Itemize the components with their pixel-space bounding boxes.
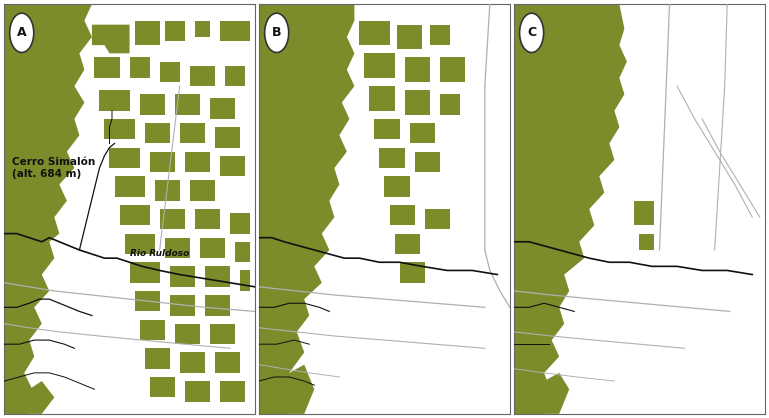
Polygon shape <box>150 152 175 172</box>
Polygon shape <box>514 373 569 414</box>
Polygon shape <box>160 61 180 82</box>
Polygon shape <box>210 324 235 344</box>
Polygon shape <box>119 205 150 225</box>
Polygon shape <box>215 127 240 148</box>
Polygon shape <box>359 20 390 45</box>
Polygon shape <box>140 94 165 115</box>
Text: B: B <box>272 26 281 39</box>
Polygon shape <box>175 324 200 344</box>
Polygon shape <box>369 86 394 111</box>
Polygon shape <box>397 25 422 49</box>
Polygon shape <box>404 90 430 115</box>
Polygon shape <box>185 152 210 172</box>
Polygon shape <box>390 205 414 225</box>
Polygon shape <box>95 57 119 78</box>
Polygon shape <box>135 291 160 311</box>
Polygon shape <box>170 266 195 287</box>
Polygon shape <box>440 57 464 82</box>
Polygon shape <box>170 295 195 316</box>
Polygon shape <box>430 25 450 45</box>
Polygon shape <box>165 238 190 258</box>
Polygon shape <box>220 20 250 41</box>
Polygon shape <box>220 156 245 176</box>
Polygon shape <box>379 148 404 168</box>
Polygon shape <box>140 320 165 340</box>
Polygon shape <box>235 242 250 262</box>
Polygon shape <box>384 176 410 197</box>
Polygon shape <box>145 123 170 143</box>
Polygon shape <box>129 57 150 78</box>
Polygon shape <box>129 262 160 283</box>
Polygon shape <box>145 348 170 369</box>
Polygon shape <box>125 234 155 254</box>
Polygon shape <box>190 66 215 86</box>
Polygon shape <box>150 377 175 398</box>
Polygon shape <box>195 20 210 37</box>
Polygon shape <box>190 180 215 201</box>
Text: Cerro Simalón
(alt. 684 m): Cerro Simalón (alt. 684 m) <box>12 157 95 179</box>
Polygon shape <box>404 57 430 82</box>
Polygon shape <box>165 20 185 41</box>
Polygon shape <box>640 234 654 250</box>
Polygon shape <box>205 266 230 287</box>
Polygon shape <box>160 209 185 229</box>
Polygon shape <box>240 270 250 291</box>
Polygon shape <box>634 201 654 225</box>
Polygon shape <box>195 209 220 229</box>
Polygon shape <box>4 381 55 414</box>
Polygon shape <box>185 381 210 402</box>
Polygon shape <box>205 295 230 316</box>
Polygon shape <box>514 4 627 414</box>
Polygon shape <box>175 94 200 115</box>
Polygon shape <box>440 94 460 115</box>
Polygon shape <box>200 238 225 258</box>
Polygon shape <box>424 209 450 229</box>
Polygon shape <box>365 54 394 78</box>
Circle shape <box>520 13 544 53</box>
Polygon shape <box>400 262 424 283</box>
Polygon shape <box>220 381 245 402</box>
Polygon shape <box>259 364 315 414</box>
Polygon shape <box>155 180 180 201</box>
Polygon shape <box>105 119 135 139</box>
Polygon shape <box>410 123 434 143</box>
Polygon shape <box>414 152 440 172</box>
Polygon shape <box>92 25 129 54</box>
Text: A: A <box>17 26 27 39</box>
Circle shape <box>10 13 34 53</box>
Polygon shape <box>180 123 205 143</box>
Polygon shape <box>225 66 245 86</box>
Polygon shape <box>109 148 140 168</box>
Polygon shape <box>180 352 205 373</box>
Text: Rio Ruldoso: Rio Ruldoso <box>129 249 189 258</box>
Polygon shape <box>135 20 160 45</box>
Polygon shape <box>115 176 145 197</box>
Polygon shape <box>99 90 129 111</box>
Polygon shape <box>215 352 240 373</box>
Polygon shape <box>210 98 235 119</box>
Text: C: C <box>527 26 536 39</box>
Polygon shape <box>375 119 400 139</box>
Polygon shape <box>4 4 92 414</box>
Polygon shape <box>259 4 355 414</box>
Circle shape <box>265 13 288 53</box>
Polygon shape <box>230 213 250 234</box>
Polygon shape <box>394 234 420 254</box>
